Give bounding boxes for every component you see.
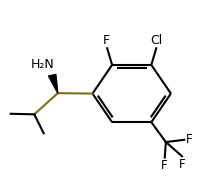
Text: F: F (179, 158, 186, 171)
Text: F: F (161, 159, 167, 172)
Text: H₂N: H₂N (31, 58, 54, 71)
Text: F: F (103, 34, 110, 47)
Polygon shape (49, 74, 58, 93)
Text: Cl: Cl (151, 34, 163, 47)
Text: F: F (186, 133, 193, 146)
